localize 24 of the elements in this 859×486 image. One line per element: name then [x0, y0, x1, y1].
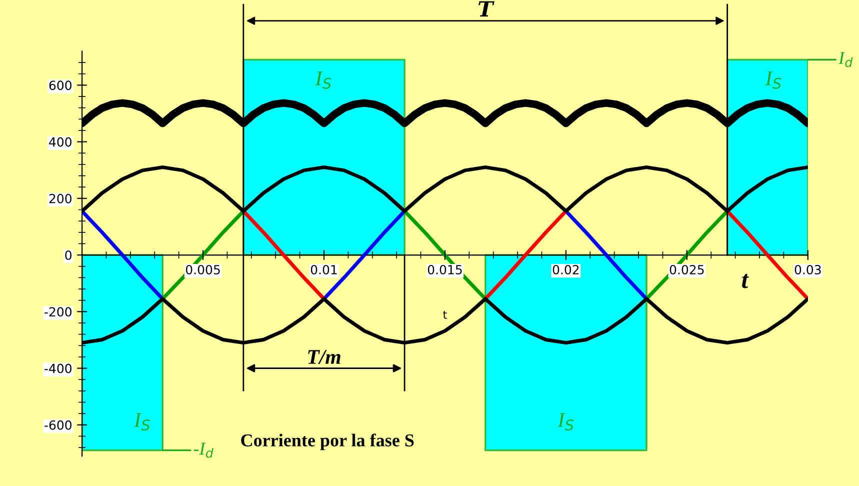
- x-tick-label: 0.02: [552, 264, 579, 274]
- annotation: I$_{S}$: [558, 413, 574, 431]
- annotation: I$_{d}$: [838, 52, 853, 68]
- annotation: I$_{S}$: [134, 413, 150, 431]
- text: T: [478, 1, 494, 16]
- y-tick-label: 600: [49, 80, 72, 90]
- annotation: t: [742, 274, 749, 288]
- y-tick-label: 0: [65, 250, 72, 260]
- annotation: I$_{S}$: [765, 72, 782, 89]
- x-axis-title: t: [443, 310, 447, 319]
- y-tick-label: -600: [44, 420, 72, 430]
- y-tick-label: 400: [49, 137, 72, 147]
- x-tick-label: 0.03: [794, 264, 821, 274]
- y-tick-label: -200: [44, 307, 72, 317]
- x-tick-label: 0.005: [186, 264, 220, 274]
- x-tick-label: 0.015: [428, 264, 462, 274]
- annotation: -I$_{d}$: [194, 442, 214, 458]
- x-tick-label: 0.025: [670, 264, 704, 274]
- annotation: T/m: [308, 350, 340, 364]
- y-tick-label: -400: [44, 364, 72, 374]
- y-tick-label: 200: [49, 194, 72, 204]
- x-tick-label: 0.01: [310, 264, 337, 274]
- annotation: Corriente por la fase S: [241, 434, 414, 450]
- annotation: I$_{S}$: [315, 72, 332, 89]
